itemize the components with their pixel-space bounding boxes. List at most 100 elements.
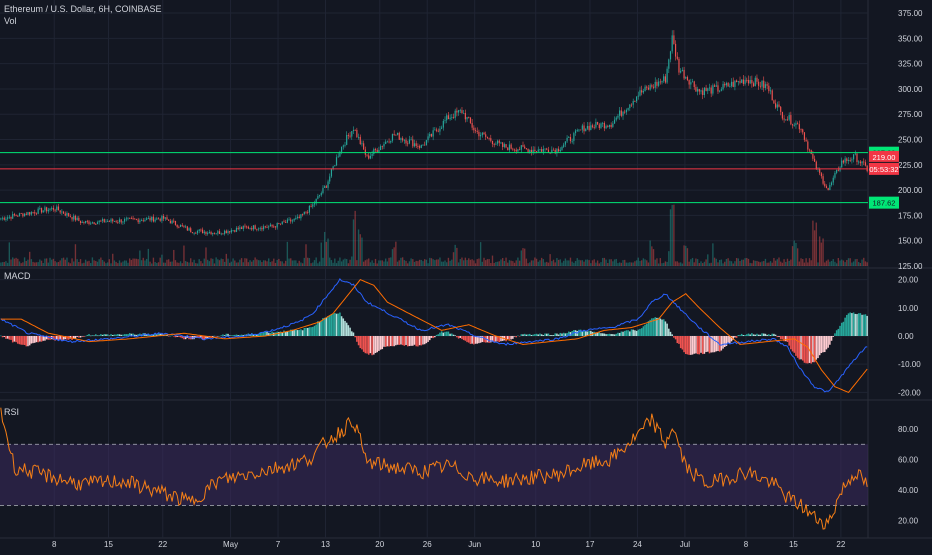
macd-histogram-bar [474, 336, 477, 344]
candle-body [488, 137, 490, 139]
volume-bar [712, 243, 714, 266]
volume-bar [208, 261, 211, 266]
volume-bar [78, 261, 80, 266]
candle-body [622, 111, 624, 116]
volume-bar [483, 257, 485, 266]
macd-histogram-bar [552, 335, 555, 336]
volume-bar [846, 259, 848, 266]
volume-bar [490, 262, 492, 266]
volume-bar [1, 262, 4, 266]
candle-body [68, 213, 70, 217]
macd-histogram-bar [652, 318, 655, 336]
candle-body [668, 59, 670, 69]
candle-body [837, 169, 839, 171]
macd-histogram-bar [98, 335, 100, 336]
macd-histogram-bar [554, 333, 556, 336]
macd-histogram-bar [506, 336, 509, 339]
candle-body [198, 229, 200, 231]
volume-bar [746, 257, 748, 266]
volume-bar [527, 263, 529, 266]
volume-bar [718, 260, 721, 266]
macd-histogram-bar [666, 323, 668, 336]
volume-bar [610, 259, 612, 266]
candle-body [814, 158, 816, 162]
macd-histogram-bar [281, 331, 284, 336]
macd-histogram-bar [688, 336, 690, 355]
candle-body [117, 222, 119, 223]
macd-histogram-bar [773, 333, 775, 336]
volume-bar [559, 259, 561, 266]
volume-bar [757, 261, 760, 266]
volume-bar [759, 262, 762, 266]
candle-body [146, 218, 148, 220]
candle-body [88, 221, 90, 225]
candle-body [171, 220, 173, 224]
macd-histogram [0, 312, 868, 364]
volume-bar [173, 249, 175, 266]
macd-histogram-bar [267, 333, 270, 336]
candle-body [756, 77, 758, 82]
macd-histogram-bar [134, 334, 136, 336]
macd-histogram-bar [517, 335, 519, 337]
candle-body [486, 136, 488, 138]
candle-body [173, 220, 175, 222]
candle-body [825, 186, 828, 189]
volume-bar [524, 248, 526, 266]
candle-body [858, 161, 860, 163]
macd-histogram-bar [729, 336, 731, 344]
volume-bar [181, 263, 183, 266]
volume-bar [67, 262, 70, 266]
macd-histogram-bar [18, 336, 21, 345]
candle-body [680, 71, 682, 73]
volume-bar [256, 259, 258, 266]
candle-body [303, 211, 305, 215]
volume-bar [780, 261, 782, 266]
macd-histogram-bar [644, 324, 646, 336]
volume-bar [805, 258, 807, 266]
macd-histogram-bar [793, 336, 796, 353]
candle-body [408, 139, 411, 144]
candle-body [751, 79, 753, 84]
candle-body [496, 140, 499, 144]
candle-body [195, 232, 197, 234]
volume-bar [852, 261, 855, 266]
volume-bar [451, 259, 453, 266]
macd-histogram-bar [713, 336, 716, 353]
macd-histogram-bar [618, 332, 621, 336]
macd-histogram-bar [734, 336, 736, 338]
macd-histogram-bar [6, 336, 9, 339]
volume-bar [61, 258, 63, 266]
candle-body [593, 127, 595, 128]
macd-histogram-bar [278, 331, 280, 336]
macd-histogram-bar [39, 336, 41, 342]
macd-histogram-bar [384, 336, 387, 347]
volume-bar [456, 247, 458, 266]
macd-histogram-bar [44, 336, 46, 341]
macd-histogram-bar [493, 336, 495, 343]
macd-histogram-bar [496, 336, 499, 342]
macd-histogram-bar [45, 336, 48, 340]
price-level-label: 05:53:32 [869, 165, 898, 174]
candle-body [244, 225, 246, 227]
macd-histogram-bar [108, 335, 111, 337]
volume-bar [312, 262, 314, 266]
candle-body [702, 90, 704, 96]
candle-body [564, 141, 566, 145]
volume-bar [817, 262, 819, 266]
macd-histogram-bar [283, 330, 285, 336]
candle-body [659, 81, 661, 83]
volume-bar [856, 258, 858, 266]
volume-bar [574, 261, 577, 266]
candle-body [54, 209, 56, 211]
candle-body [785, 119, 787, 121]
candle-body [229, 231, 231, 233]
macd-histogram-bar [327, 316, 329, 336]
candle-body [18, 213, 21, 217]
volume-bar [79, 259, 82, 266]
candle-body [390, 140, 392, 143]
candle-body [627, 108, 629, 110]
macd-histogram-bar [762, 333, 765, 336]
macd-histogram-bar [515, 336, 517, 338]
